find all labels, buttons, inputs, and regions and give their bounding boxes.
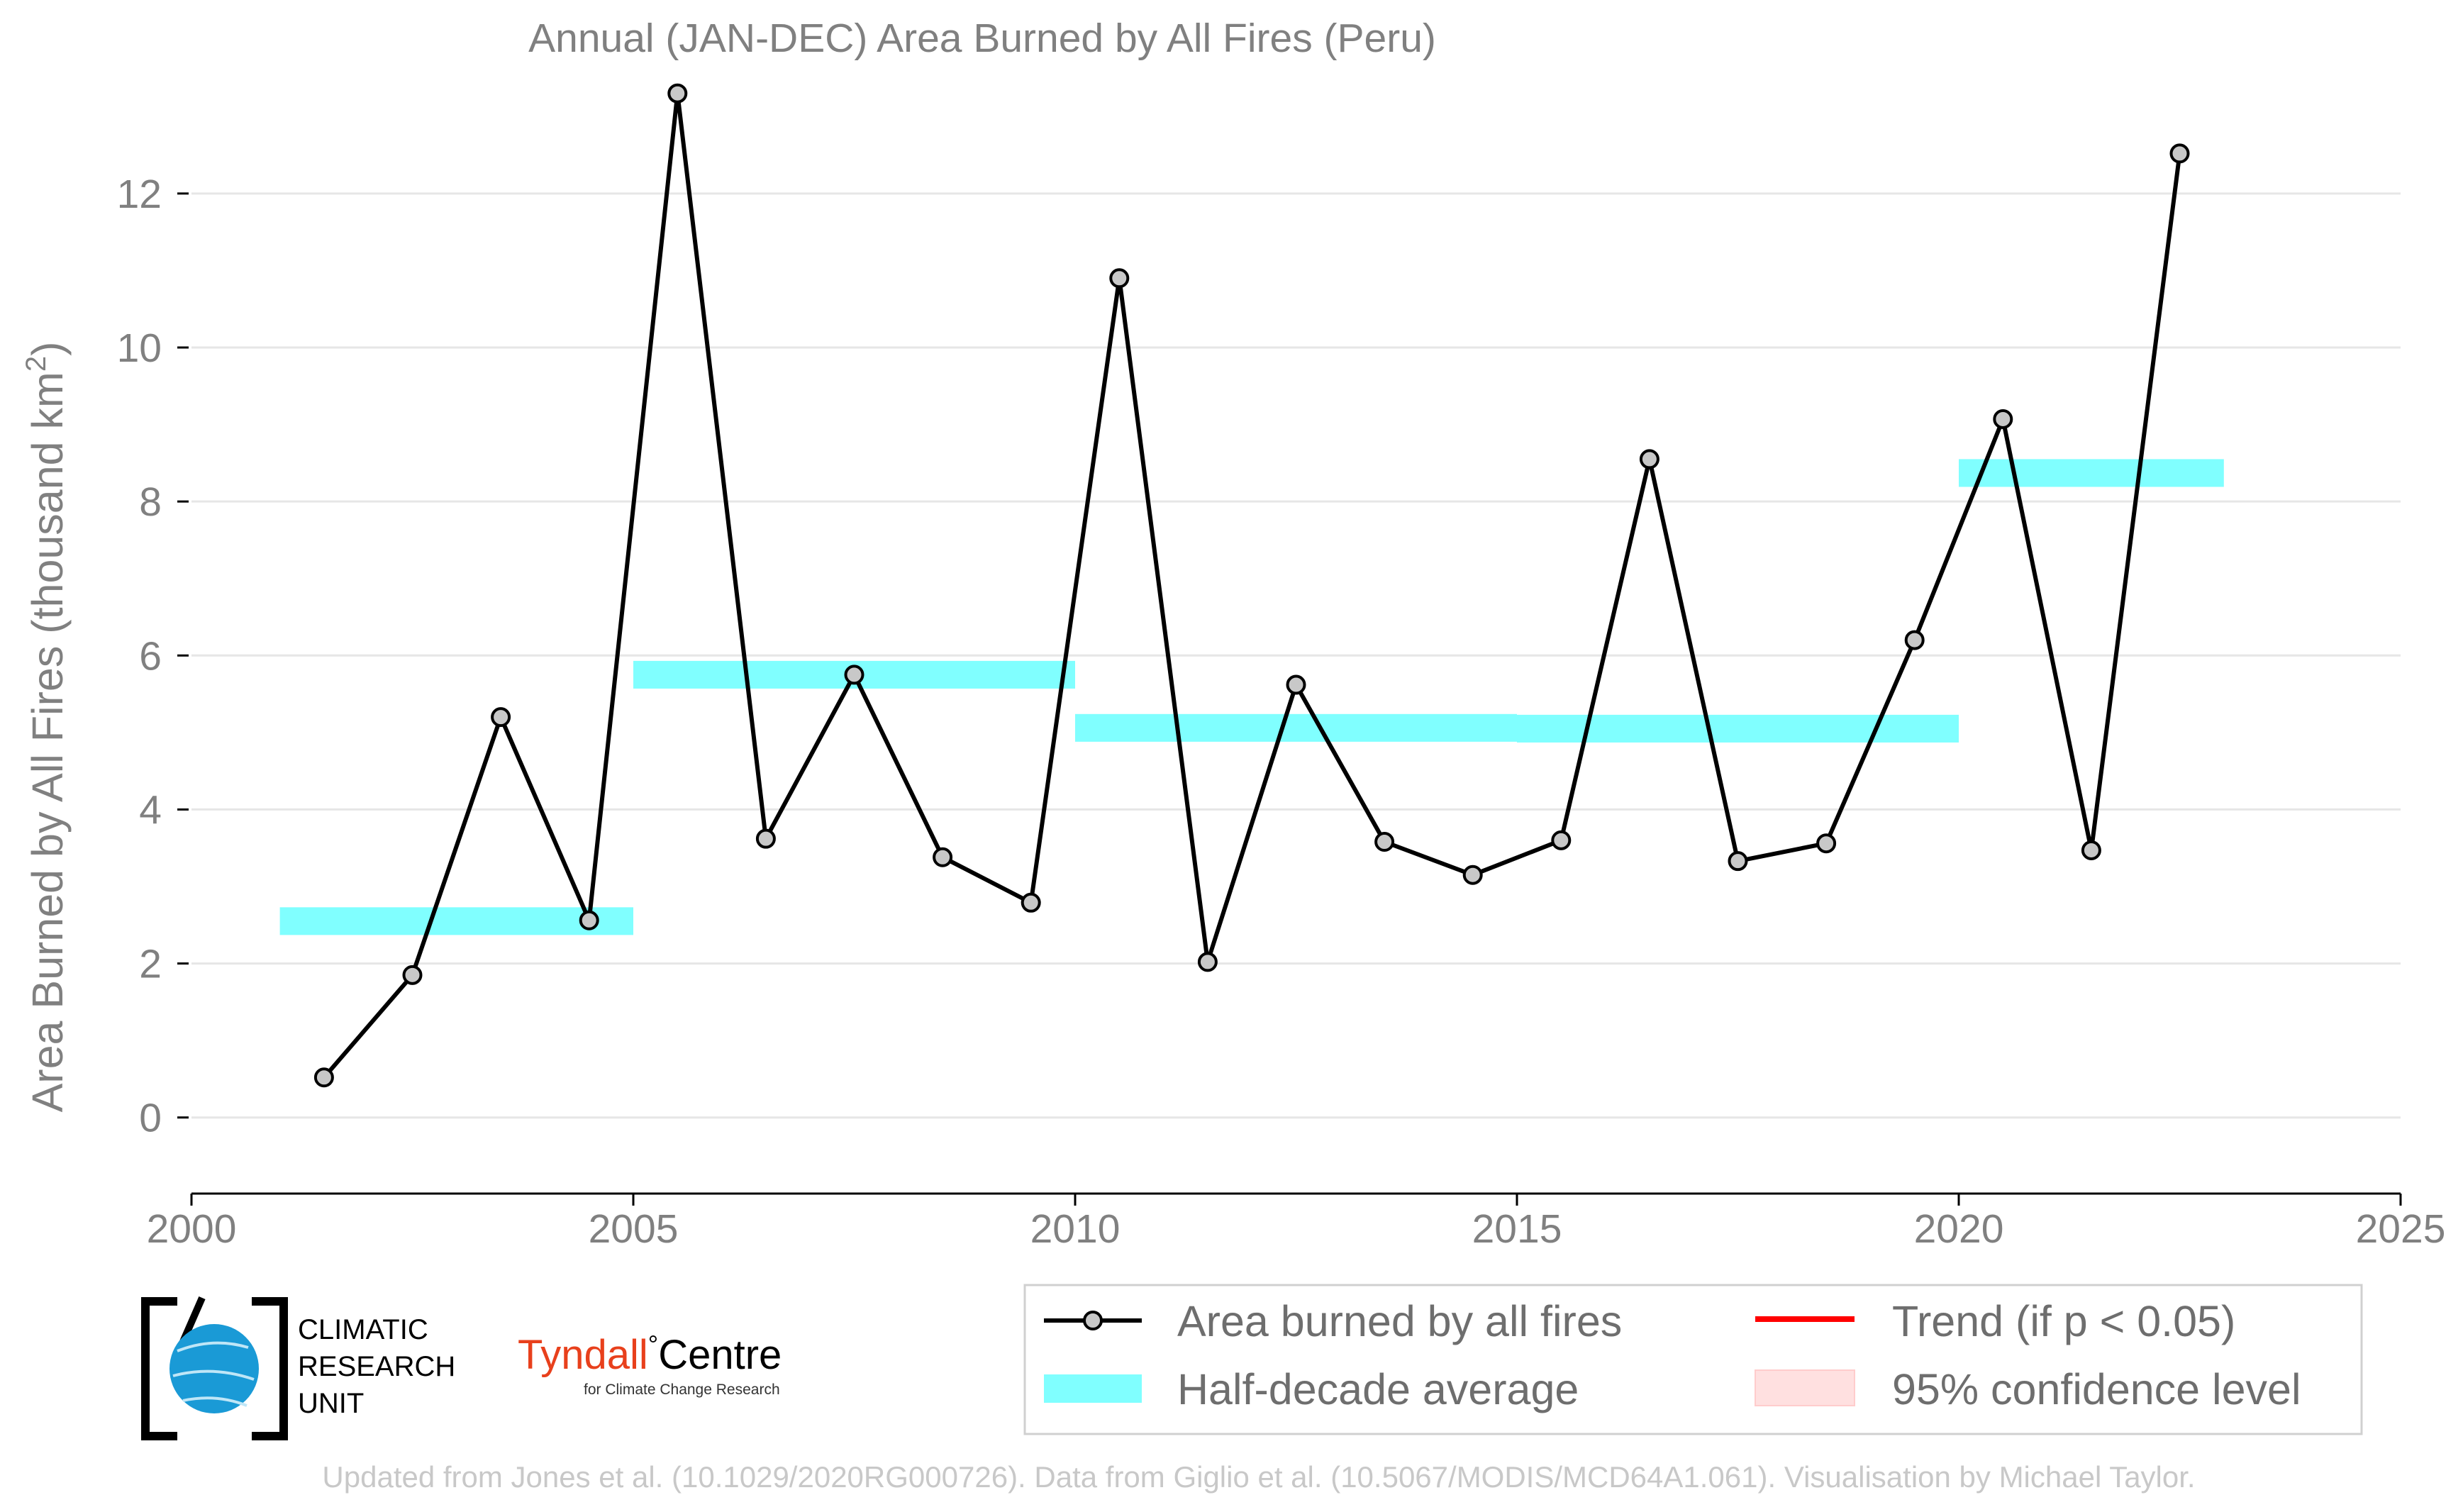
data-point xyxy=(1993,408,2013,429)
cru-globe-lines-icon xyxy=(172,1341,255,1407)
data-point xyxy=(1109,268,1130,289)
cru-logo-line2: RESEARCH xyxy=(298,1351,455,1382)
tyndall-logo-centre: Centre xyxy=(658,1332,782,1378)
legend-frame xyxy=(1023,1284,2363,1435)
data-point xyxy=(933,847,953,867)
legend: Area burned by all fires Trend (if p < 0… xyxy=(1023,1284,2363,1435)
legend-label-half-decade: Half-decade average xyxy=(1177,1365,1579,1413)
data-point xyxy=(491,707,511,728)
y-axis-label-main: Area Burned by All Fires (thousand km xyxy=(23,372,72,1112)
x-tick-label: 2000 xyxy=(147,1206,237,1252)
legend-confidence-swatch xyxy=(1755,1369,1855,1406)
data-point xyxy=(844,665,864,685)
data-point xyxy=(1816,833,1837,854)
y-tick-label: 10 xyxy=(117,326,162,371)
data-point xyxy=(1904,630,1925,650)
series-area-burned xyxy=(313,83,2190,1088)
legend-label-confidence: 95% confidence level xyxy=(1892,1365,2301,1413)
x-tick-label: 2005 xyxy=(589,1206,679,1252)
x-axis: 2000 2005 2010 2015 2020 2025 xyxy=(147,1192,2446,1252)
gridlines xyxy=(191,192,2401,1119)
tyndall-logo: Tyndall°Centre for Climate Change Resear… xyxy=(518,1330,782,1398)
y-tick-label: 4 xyxy=(139,787,162,833)
half-decade-average-bands xyxy=(279,459,2224,935)
y-tick-label: 8 xyxy=(139,479,162,525)
data-point xyxy=(1021,892,1041,913)
data-point xyxy=(1551,830,1572,850)
legend-marker-swatch xyxy=(1083,1311,1103,1330)
y-tick-label: 0 xyxy=(139,1096,162,1141)
tyndall-logo-word: Tyndall xyxy=(518,1332,648,1378)
data-point xyxy=(1374,832,1395,852)
data-point xyxy=(1197,952,1218,972)
half-decade-average-bar xyxy=(1075,713,1517,742)
tyndall-logo-name: Tyndall°Centre xyxy=(518,1330,782,1378)
y-tick-label: 6 xyxy=(139,633,162,679)
x-tick-label: 2015 xyxy=(1472,1206,1562,1252)
y-axis-label-sup: 2 xyxy=(21,356,52,372)
y-axis-label-close: ) xyxy=(23,342,72,356)
data-point xyxy=(1286,674,1306,695)
data-point xyxy=(1728,851,1748,872)
y-tick-labels: 0 2 4 6 8 10 12 xyxy=(117,172,189,1141)
x-tick-label: 2010 xyxy=(1030,1206,1121,1252)
series-line xyxy=(322,91,2182,1079)
half-decade-average-bar xyxy=(279,907,633,935)
cru-logo-bracket-right xyxy=(252,1297,288,1440)
data-point xyxy=(1462,865,1483,885)
y-tick-label: 12 xyxy=(117,172,162,217)
legend-band-swatch xyxy=(1044,1374,1142,1403)
data-point xyxy=(2081,840,2101,860)
data-point xyxy=(667,83,688,104)
y-axis-label: Area Burned by All Fires (thousand km2) xyxy=(21,342,72,1113)
chart-title: Annual (JAN-DEC) Area Burned by All Fire… xyxy=(528,16,1436,61)
data-point xyxy=(2169,143,2190,164)
data-point xyxy=(579,910,599,930)
cru-logo: CLIMATIC RESEARCH UNIT xyxy=(141,1296,455,1440)
y-tick-label: 2 xyxy=(139,942,162,987)
data-point xyxy=(313,1067,334,1088)
cru-logo-line3: UNIT xyxy=(298,1388,364,1419)
data-point xyxy=(402,965,423,985)
legend-label-trend: Trend (if p < 0.05) xyxy=(1892,1297,2235,1345)
tyndall-logo-subtitle: for Climate Change Research xyxy=(584,1382,780,1398)
data-point xyxy=(755,828,776,849)
legend-label-area-burned: Area burned by all fires xyxy=(1177,1297,1622,1345)
tyndall-logo-degree: ° xyxy=(648,1330,658,1359)
x-tick-label: 2025 xyxy=(2356,1206,2446,1252)
footer-credit: Updated from Jones et al. (10.1029/2020R… xyxy=(322,1460,2195,1494)
cru-logo-line1: CLIMATIC xyxy=(298,1314,428,1345)
cru-logo-bracket-left xyxy=(141,1297,177,1440)
x-tick-label: 2020 xyxy=(1914,1206,2004,1252)
data-point xyxy=(1639,449,1659,469)
half-decade-average-bar xyxy=(1959,459,2224,487)
